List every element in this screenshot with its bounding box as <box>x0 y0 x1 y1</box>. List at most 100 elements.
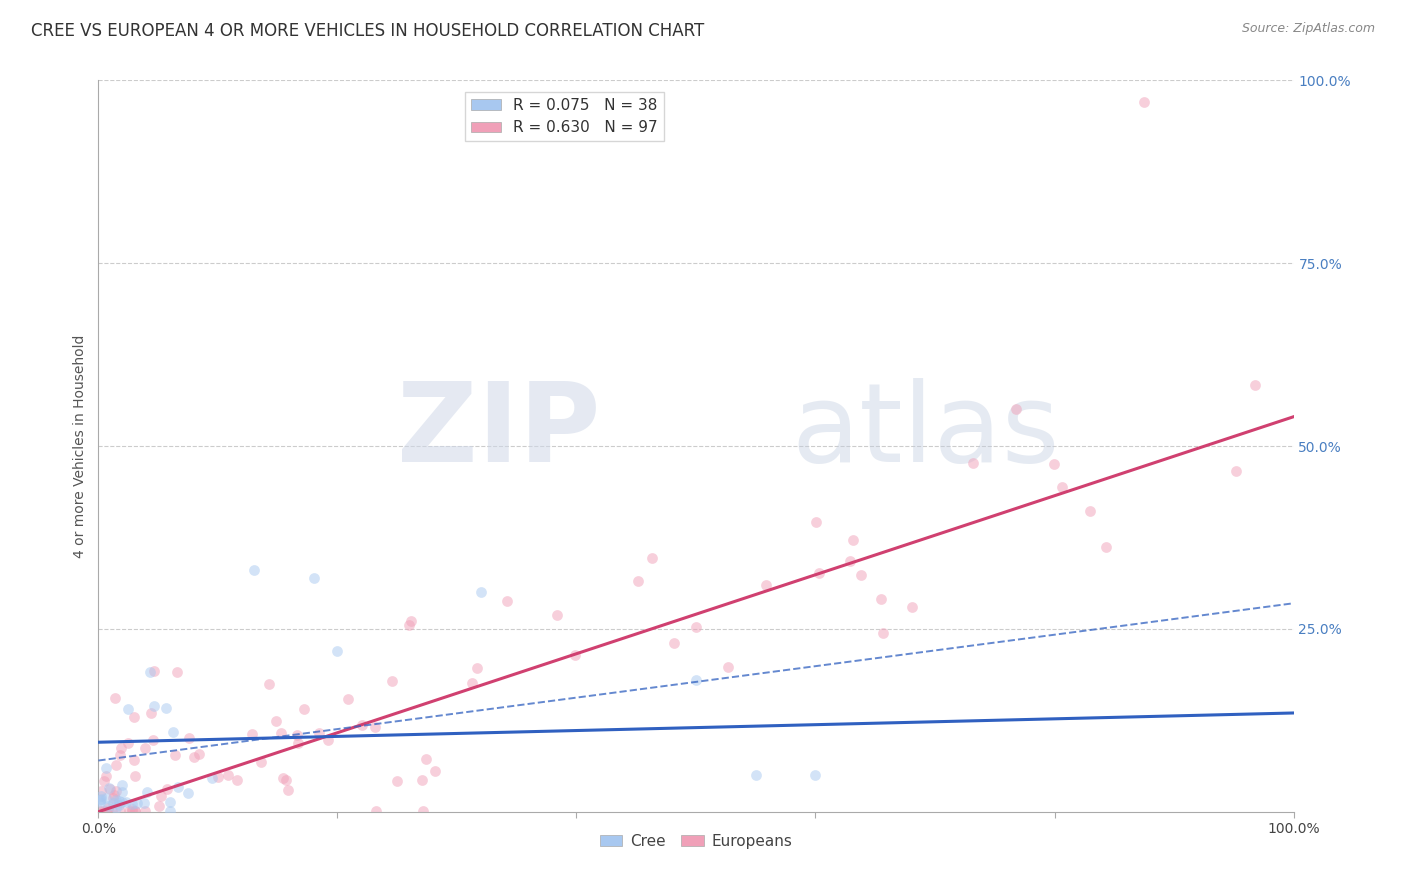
Point <box>755 578 778 592</box>
Point <box>350 718 373 732</box>
Point <box>872 625 894 640</box>
Point <box>122 710 145 724</box>
Point <box>745 768 768 782</box>
Text: CREE VS EUROPEAN 4 OR MORE VEHICLES IN HOUSEHOLD CORRELATION CHART: CREE VS EUROPEAN 4 OR MORE VEHICLES IN H… <box>31 22 704 40</box>
Point <box>96 791 118 805</box>
Point <box>136 785 159 799</box>
Point <box>274 773 297 788</box>
Legend: Cree, Europeans: Cree, Europeans <box>593 828 799 855</box>
Point <box>89 793 111 807</box>
Point <box>806 515 828 529</box>
Point <box>104 690 127 705</box>
Point <box>495 594 517 608</box>
Text: atlas: atlas <box>792 378 1060 485</box>
Point <box>166 665 188 679</box>
Point <box>101 797 124 811</box>
Point <box>292 701 315 715</box>
Point <box>139 706 162 720</box>
Point <box>962 456 984 470</box>
Point <box>364 804 387 818</box>
Point <box>1095 540 1118 554</box>
Point <box>108 748 131 763</box>
Point <box>98 782 121 797</box>
Point <box>465 661 488 675</box>
Point <box>159 804 181 818</box>
Point <box>1133 95 1156 110</box>
Point <box>804 768 827 782</box>
Point <box>664 636 686 650</box>
Point <box>90 784 112 798</box>
Point <box>98 804 121 818</box>
Point <box>110 741 132 756</box>
Point <box>398 618 420 632</box>
Point <box>470 585 492 599</box>
Point <box>326 644 349 658</box>
Point <box>115 795 138 809</box>
Point <box>90 804 112 818</box>
Point <box>1225 464 1247 478</box>
Point <box>110 778 132 792</box>
Point <box>124 769 146 783</box>
Point <box>851 568 873 582</box>
Point <box>104 758 127 772</box>
Point <box>89 804 111 818</box>
Point <box>808 566 831 581</box>
Point <box>626 574 648 588</box>
Point <box>399 614 422 628</box>
Point <box>163 747 186 762</box>
Point <box>162 724 184 739</box>
Point <box>97 801 120 815</box>
Point <box>118 804 141 818</box>
Point <box>177 786 200 800</box>
Point <box>108 804 131 818</box>
Point <box>287 728 309 742</box>
Point <box>167 780 190 794</box>
Point <box>148 798 170 813</box>
Point <box>90 789 112 804</box>
Point <box>870 592 893 607</box>
Point <box>134 741 156 756</box>
Point <box>142 664 165 678</box>
Point <box>177 731 200 746</box>
Point <box>287 736 309 750</box>
Point <box>90 792 112 806</box>
Point <box>89 795 111 809</box>
Y-axis label: 4 or more Vehicles in Household: 4 or more Vehicles in Household <box>73 334 87 558</box>
Point <box>111 795 134 809</box>
Point <box>108 797 131 812</box>
Point <box>143 698 166 713</box>
Point <box>105 801 128 815</box>
Point <box>316 732 339 747</box>
Point <box>546 608 568 623</box>
Point <box>108 794 131 808</box>
Point <box>159 795 181 809</box>
Point <box>94 769 117 783</box>
Point <box>411 773 433 788</box>
Point <box>93 774 115 789</box>
Point <box>142 732 165 747</box>
Point <box>101 804 124 818</box>
Point <box>842 533 865 547</box>
Point <box>385 774 408 789</box>
Point <box>308 726 330 740</box>
Point <box>717 660 740 674</box>
Point <box>271 772 294 786</box>
Point <box>207 770 229 784</box>
Point <box>1005 402 1028 417</box>
Point <box>243 563 266 577</box>
Point <box>110 784 132 798</box>
Point <box>217 768 239 782</box>
Point <box>1078 504 1101 518</box>
Point <box>93 804 115 818</box>
Point <box>641 551 664 566</box>
Point <box>97 781 120 796</box>
Point <box>1244 377 1267 392</box>
Point <box>302 571 325 585</box>
Point <box>564 648 586 662</box>
Point <box>266 714 288 728</box>
Point <box>423 764 446 778</box>
Point <box>277 783 299 797</box>
Point <box>226 772 249 787</box>
Point <box>134 804 156 818</box>
Point <box>104 793 127 807</box>
